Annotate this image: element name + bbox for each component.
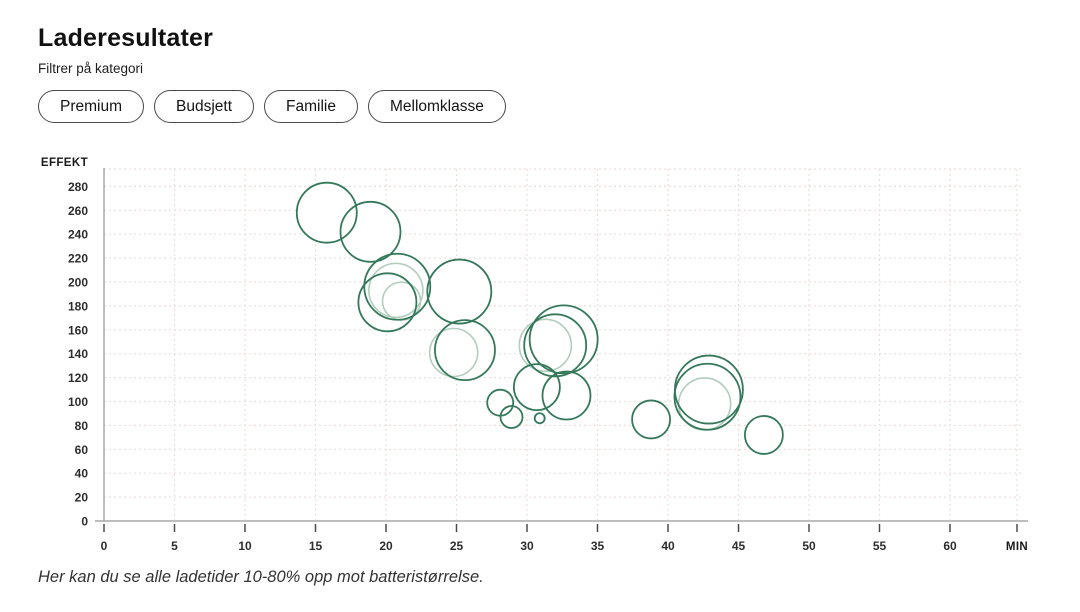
y-axis-unit-label: EFFEKT	[41, 157, 88, 169]
x-tick-label: 55	[873, 539, 887, 553]
bubble[interactable]	[363, 252, 432, 321]
bubble[interactable]	[743, 415, 784, 455]
filter-button-mellomklasse[interactable]: Mellomklasse	[367, 90, 506, 123]
bubble[interactable]	[339, 200, 402, 263]
bubble[interactable]	[541, 370, 592, 421]
y-tick-label: 140	[68, 347, 88, 361]
y-tick-label: 40	[75, 467, 89, 481]
x-tick-label: 35	[591, 539, 605, 553]
x-tick-label: 10	[238, 539, 252, 553]
bubble[interactable]	[357, 272, 418, 333]
y-tick-label: 120	[68, 371, 88, 385]
x-tick-label: 45	[732, 539, 746, 553]
bubble[interactable]	[434, 319, 496, 382]
bubble-fills	[296, 182, 783, 454]
y-tick-label: 240	[68, 228, 88, 242]
bubble[interactable]	[295, 181, 358, 244]
x-tick-label: 30	[520, 539, 534, 553]
x-tick-label: 40	[661, 539, 675, 553]
x-tick-label: 25	[450, 539, 464, 553]
y-tick-label: 100	[68, 395, 88, 409]
y-tick-label: 20	[75, 491, 89, 505]
y-tick-label: 260	[68, 204, 88, 218]
x-tick-label: 5	[171, 539, 178, 553]
x-tick-label: 0	[101, 539, 108, 553]
bubble[interactable]	[518, 318, 573, 373]
filter-button-familie[interactable]: Familie	[264, 90, 358, 123]
bubbles	[295, 181, 784, 455]
filter-button-premium[interactable]: Premium	[38, 90, 145, 123]
bubble[interactable]	[426, 258, 493, 325]
filter-button-budsjett[interactable]: Budsjett	[154, 90, 255, 123]
chart-caption: Her kan du se alle ladetider 10-80% opp …	[38, 568, 484, 586]
bubble[interactable]	[428, 327, 479, 378]
bubble[interactable]	[499, 405, 524, 429]
x-tick-label: 15	[309, 539, 323, 553]
bubble[interactable]	[528, 304, 599, 375]
bubble[interactable]	[512, 363, 561, 412]
bubble[interactable]	[368, 262, 424, 319]
bubble[interactable]	[533, 412, 546, 425]
axes	[95, 168, 1028, 522]
y-tick-label: 180	[68, 299, 88, 313]
page-title: Laderesultater	[38, 24, 214, 52]
axis-labels: 0 5 10 15 20 25 30 35 40 45 50 55 60 MIN 0 20 40 60 80 100 1…	[41, 157, 1028, 553]
grid-lines	[104, 168, 1022, 520]
x-tick-label: 50	[802, 539, 816, 553]
y-tick-label: 200	[68, 276, 88, 290]
x-tick-label: 20	[379, 539, 393, 553]
y-tick-label: 80	[75, 419, 89, 433]
y-tick-label: 280	[68, 180, 88, 194]
filter-button-row: Premium Budsjett Familie Mellomklasse	[38, 90, 506, 123]
y-tick-label: 220	[68, 252, 88, 266]
y-tick-label: 60	[75, 443, 89, 457]
bubble[interactable]	[631, 399, 671, 440]
x-tick-marks	[103, 524, 1018, 532]
x-tick-label: 60	[943, 539, 957, 553]
filter-label: Filtrer på kategori	[38, 61, 144, 76]
bubble[interactable]	[523, 313, 588, 378]
bubble[interactable]	[673, 362, 742, 431]
y-tick-label: 0	[81, 515, 88, 529]
x-axis-unit-label: MIN	[1006, 541, 1028, 553]
y-tick-label: 160	[68, 323, 88, 337]
